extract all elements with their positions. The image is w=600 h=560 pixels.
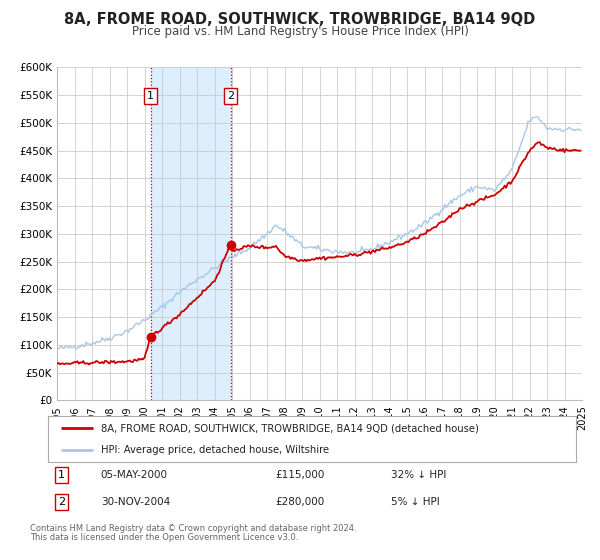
- Text: 8A, FROME ROAD, SOUTHWICK, TROWBRIDGE, BA14 9QD (detached house): 8A, FROME ROAD, SOUTHWICK, TROWBRIDGE, B…: [101, 423, 479, 433]
- Text: 1: 1: [147, 91, 154, 101]
- Text: 8A, FROME ROAD, SOUTHWICK, TROWBRIDGE, BA14 9QD: 8A, FROME ROAD, SOUTHWICK, TROWBRIDGE, B…: [64, 12, 536, 27]
- Text: 1: 1: [58, 470, 65, 480]
- Bar: [151, 67, 230, 400]
- Text: 5% ↓ HPI: 5% ↓ HPI: [391, 497, 440, 507]
- Text: 2: 2: [227, 91, 234, 101]
- Text: 2: 2: [58, 497, 65, 507]
- Text: This data is licensed under the Open Government Licence v3.0.: This data is licensed under the Open Gov…: [30, 533, 298, 542]
- Text: 30-NOV-2004: 30-NOV-2004: [101, 497, 170, 507]
- Text: Price paid vs. HM Land Registry's House Price Index (HPI): Price paid vs. HM Land Registry's House …: [131, 25, 469, 38]
- Text: £280,000: £280,000: [275, 497, 324, 507]
- Text: 32% ↓ HPI: 32% ↓ HPI: [391, 470, 446, 480]
- Text: 05-MAY-2000: 05-MAY-2000: [101, 470, 168, 480]
- Text: £115,000: £115,000: [275, 470, 325, 480]
- Text: Contains HM Land Registry data © Crown copyright and database right 2024.: Contains HM Land Registry data © Crown c…: [30, 524, 356, 533]
- Text: HPI: Average price, detached house, Wiltshire: HPI: Average price, detached house, Wilt…: [101, 445, 329, 455]
